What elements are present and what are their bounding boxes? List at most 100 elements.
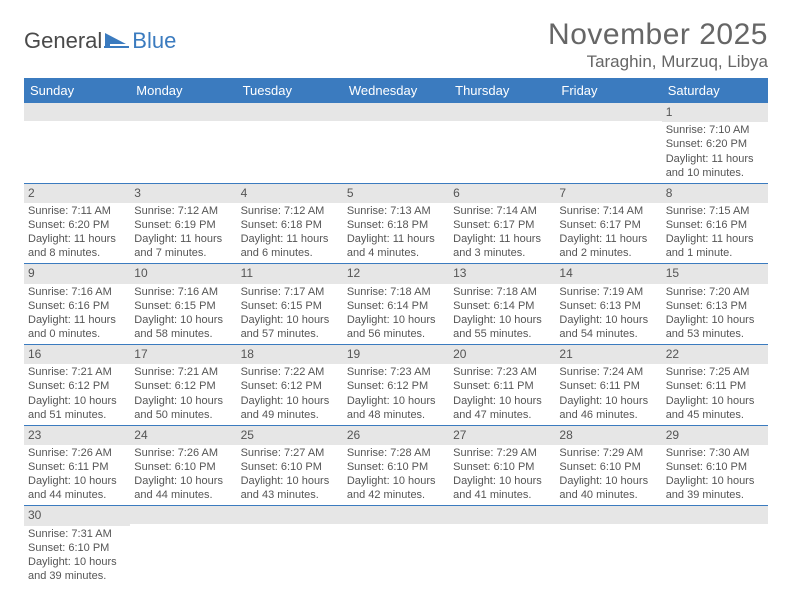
day-header-thu: Thursday <box>449 78 555 103</box>
day-info: Sunrise: 7:12 AMSunset: 6:19 PMDaylight:… <box>130 203 236 263</box>
daylight-text: Daylight: 11 hours and 2 minutes. <box>559 232 657 260</box>
sunset-text: Sunset: 6:14 PM <box>453 299 551 313</box>
day-header-fri: Friday <box>555 78 661 103</box>
day-cell: 19Sunrise: 7:23 AMSunset: 6:12 PMDayligh… <box>343 345 449 425</box>
sunrise-text: Sunrise: 7:10 AM <box>666 123 764 137</box>
sunset-text: Sunset: 6:11 PM <box>28 460 126 474</box>
sunrise-text: Sunrise: 7:17 AM <box>241 285 339 299</box>
sunset-text: Sunset: 6:16 PM <box>666 218 764 232</box>
sunset-text: Sunset: 6:17 PM <box>559 218 657 232</box>
day-info: Sunrise: 7:28 AMSunset: 6:10 PMDaylight:… <box>343 445 449 505</box>
day-cell: 30Sunrise: 7:31 AMSunset: 6:10 PMDayligh… <box>24 506 130 586</box>
day-cell <box>343 506 449 586</box>
day-info: Sunrise: 7:18 AMSunset: 6:14 PMDaylight:… <box>449 284 555 344</box>
sunset-text: Sunset: 6:11 PM <box>453 379 551 393</box>
sunrise-text: Sunrise: 7:23 AM <box>347 365 445 379</box>
daylight-text: Daylight: 10 hours and 49 minutes. <box>241 394 339 422</box>
day-number: 14 <box>555 264 661 283</box>
sunrise-text: Sunrise: 7:23 AM <box>453 365 551 379</box>
week-row: 23Sunrise: 7:26 AMSunset: 6:11 PMDayligh… <box>24 426 768 507</box>
sunrise-text: Sunrise: 7:21 AM <box>28 365 126 379</box>
header: General Blue November 2025 Taraghin, Mur… <box>24 18 768 72</box>
sunrise-text: Sunrise: 7:30 AM <box>666 446 764 460</box>
sunset-text: Sunset: 6:13 PM <box>559 299 657 313</box>
sunrise-text: Sunrise: 7:20 AM <box>666 285 764 299</box>
day-cell: 28Sunrise: 7:29 AMSunset: 6:10 PMDayligh… <box>555 426 661 506</box>
day-info: Sunrise: 7:26 AMSunset: 6:10 PMDaylight:… <box>130 445 236 505</box>
sunrise-text: Sunrise: 7:24 AM <box>559 365 657 379</box>
day-info: Sunrise: 7:13 AMSunset: 6:18 PMDaylight:… <box>343 203 449 263</box>
sunrise-text: Sunrise: 7:26 AM <box>28 446 126 460</box>
day-number: 3 <box>130 184 236 203</box>
sunrise-text: Sunrise: 7:22 AM <box>241 365 339 379</box>
daylight-text: Daylight: 10 hours and 44 minutes. <box>134 474 232 502</box>
sunrise-text: Sunrise: 7:27 AM <box>241 446 339 460</box>
sunrise-text: Sunrise: 7:16 AM <box>28 285 126 299</box>
day-number: 4 <box>237 184 343 203</box>
day-info: Sunrise: 7:29 AMSunset: 6:10 PMDaylight:… <box>449 445 555 505</box>
sunset-text: Sunset: 6:12 PM <box>241 379 339 393</box>
day-info: Sunrise: 7:10 AMSunset: 6:20 PMDaylight:… <box>662 122 768 182</box>
day-info: Sunrise: 7:26 AMSunset: 6:11 PMDaylight:… <box>24 445 130 505</box>
daylight-text: Daylight: 10 hours and 41 minutes. <box>453 474 551 502</box>
day-info: Sunrise: 7:11 AMSunset: 6:20 PMDaylight:… <box>24 203 130 263</box>
sunrise-text: Sunrise: 7:15 AM <box>666 204 764 218</box>
logo-text-general: General <box>24 28 102 54</box>
daylight-text: Daylight: 10 hours and 39 minutes. <box>666 474 764 502</box>
day-info: Sunrise: 7:27 AMSunset: 6:10 PMDaylight:… <box>237 445 343 505</box>
day-number: 9 <box>24 264 130 283</box>
sunset-text: Sunset: 6:20 PM <box>666 137 764 151</box>
day-number: 22 <box>662 345 768 364</box>
day-cell <box>237 506 343 586</box>
day-info: Sunrise: 7:16 AMSunset: 6:16 PMDaylight:… <box>24 284 130 344</box>
day-info: Sunrise: 7:23 AMSunset: 6:11 PMDaylight:… <box>449 364 555 424</box>
day-number <box>343 506 449 524</box>
sunrise-text: Sunrise: 7:19 AM <box>559 285 657 299</box>
day-number <box>130 103 236 121</box>
sunset-text: Sunset: 6:10 PM <box>28 541 126 555</box>
title-block: November 2025 Taraghin, Murzuq, Libya <box>548 18 768 72</box>
week-row: 2Sunrise: 7:11 AMSunset: 6:20 PMDaylight… <box>24 184 768 265</box>
day-cell: 1Sunrise: 7:10 AMSunset: 6:20 PMDaylight… <box>662 103 768 183</box>
day-cell: 18Sunrise: 7:22 AMSunset: 6:12 PMDayligh… <box>237 345 343 425</box>
daylight-text: Daylight: 11 hours and 4 minutes. <box>347 232 445 260</box>
sunset-text: Sunset: 6:15 PM <box>134 299 232 313</box>
day-number: 15 <box>662 264 768 283</box>
logo: General Blue <box>24 18 176 54</box>
day-number: 16 <box>24 345 130 364</box>
daylight-text: Daylight: 11 hours and 1 minute. <box>666 232 764 260</box>
day-number: 8 <box>662 184 768 203</box>
week-row: 30Sunrise: 7:31 AMSunset: 6:10 PMDayligh… <box>24 506 768 586</box>
page: General Blue November 2025 Taraghin, Mur… <box>0 0 792 586</box>
day-cell: 26Sunrise: 7:28 AMSunset: 6:10 PMDayligh… <box>343 426 449 506</box>
daylight-text: Daylight: 10 hours and 55 minutes. <box>453 313 551 341</box>
sunset-text: Sunset: 6:13 PM <box>666 299 764 313</box>
sunset-text: Sunset: 6:10 PM <box>347 460 445 474</box>
day-info: Sunrise: 7:24 AMSunset: 6:11 PMDaylight:… <box>555 364 661 424</box>
day-cell <box>449 506 555 586</box>
day-header-tue: Tuesday <box>237 78 343 103</box>
day-number <box>449 103 555 121</box>
sunset-text: Sunset: 6:18 PM <box>347 218 445 232</box>
day-cell: 11Sunrise: 7:17 AMSunset: 6:15 PMDayligh… <box>237 264 343 344</box>
day-cell <box>449 103 555 183</box>
day-cell: 4Sunrise: 7:12 AMSunset: 6:18 PMDaylight… <box>237 184 343 264</box>
day-cell: 16Sunrise: 7:21 AMSunset: 6:12 PMDayligh… <box>24 345 130 425</box>
sunrise-text: Sunrise: 7:31 AM <box>28 527 126 541</box>
sunset-text: Sunset: 6:10 PM <box>241 460 339 474</box>
day-cell: 8Sunrise: 7:15 AMSunset: 6:16 PMDaylight… <box>662 184 768 264</box>
sunrise-text: Sunrise: 7:12 AM <box>241 204 339 218</box>
day-info: Sunrise: 7:22 AMSunset: 6:12 PMDaylight:… <box>237 364 343 424</box>
daylight-text: Daylight: 10 hours and 43 minutes. <box>241 474 339 502</box>
day-cell: 24Sunrise: 7:26 AMSunset: 6:10 PMDayligh… <box>130 426 236 506</box>
day-number <box>555 103 661 121</box>
day-number <box>343 103 449 121</box>
day-info: Sunrise: 7:12 AMSunset: 6:18 PMDaylight:… <box>237 203 343 263</box>
sunrise-text: Sunrise: 7:12 AM <box>134 204 232 218</box>
day-cell <box>237 103 343 183</box>
sunrise-text: Sunrise: 7:13 AM <box>347 204 445 218</box>
day-number <box>237 103 343 121</box>
day-number <box>130 506 236 524</box>
daylight-text: Daylight: 10 hours and 51 minutes. <box>28 394 126 422</box>
day-number: 25 <box>237 426 343 445</box>
